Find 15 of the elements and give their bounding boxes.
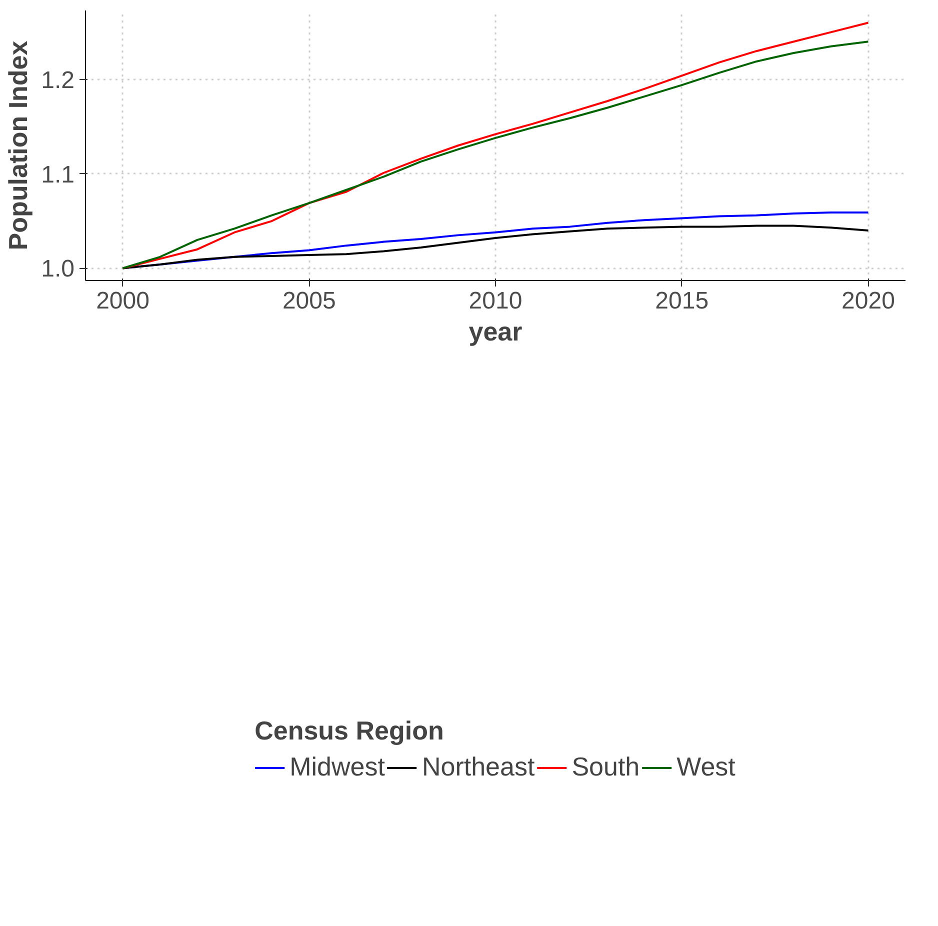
x-tick-label: 2015 (655, 288, 709, 314)
y-tick-label: 1.2 (41, 66, 75, 94)
legend-label: Midwest (290, 752, 385, 783)
legend-label: Northeast (422, 752, 535, 783)
legend-label: West (676, 752, 736, 783)
x-tick-label: 2010 (468, 288, 522, 314)
y-tick-label: 1.0 (41, 256, 75, 283)
legend-title: Census Region (254, 716, 445, 747)
y-tick-label: 1.1 (41, 161, 75, 188)
x-tick-label: 2005 (282, 288, 336, 314)
x-axis-title: year (468, 316, 522, 346)
legend-label: South (572, 752, 640, 783)
y-axis-title: Population Index (3, 40, 34, 250)
x-tick-label: 2000 (96, 288, 150, 314)
x-tick-label: 2020 (842, 288, 895, 314)
